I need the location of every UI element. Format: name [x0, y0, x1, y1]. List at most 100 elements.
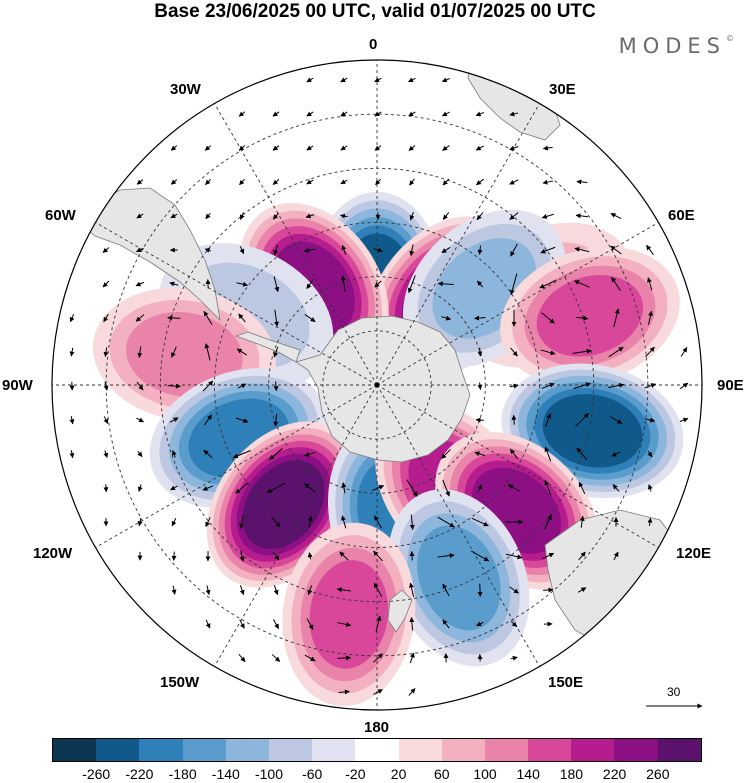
wind-vector: [202, 380, 214, 392]
wind-vector: [304, 451, 316, 457]
colorbar-tick-label: -180: [168, 766, 197, 782]
wind-vector: [510, 347, 518, 357]
wind-vector: [103, 450, 109, 459]
wind-vector: [136, 381, 144, 391]
wind-vector: [340, 77, 348, 83]
map-title: Base 23/06/2025 00 UTC, valid 01/07/2025…: [154, 1, 596, 22]
wind-vector: [337, 655, 352, 661]
wind-vector: [237, 383, 247, 389]
wind-vector: [539, 279, 557, 289]
wind-vector: [406, 479, 418, 497]
wind-vector: [372, 485, 385, 491]
wind-vector: [307, 515, 313, 528]
wind-vector: [271, 516, 281, 528]
wind-vector: [544, 514, 552, 530]
colorbar-tick-label: 60: [434, 766, 450, 782]
longitude-label-30e: 30E: [549, 81, 576, 98]
wind-vector: [336, 587, 351, 593]
wind-vector: [541, 213, 554, 219]
wind-vector: [375, 615, 382, 632]
wind-vector: [266, 482, 285, 494]
wind-vector: [442, 479, 450, 497]
colorbar-tick-label: 260: [646, 766, 670, 782]
wind-vector: [510, 655, 518, 661]
wind-vector: [239, 515, 245, 529]
new-zealand-land: [387, 589, 413, 633]
wind-vector: [477, 347, 483, 357]
wind-vector: [135, 281, 145, 287]
wind-vector: [340, 179, 348, 185]
meridian-line: [214, 384, 378, 667]
wind-vector: [273, 585, 279, 596]
wind-vector: [202, 485, 214, 491]
wind-vector: [441, 315, 452, 321]
wind-vector: [373, 247, 383, 253]
wind-vector: [374, 280, 382, 288]
wind-vector: [169, 281, 179, 287]
meridian-line: [376, 384, 540, 667]
colorbar-swatch: [139, 739, 183, 761]
meridian-line: [376, 384, 659, 548]
wind-vector: [102, 247, 110, 253]
wind-vector: [136, 417, 145, 423]
wind-vector: [238, 111, 246, 117]
anomaly-high-6: [500, 246, 680, 385]
wind-vector: [204, 145, 212, 151]
wind-vector: [374, 145, 382, 151]
wind-vector: [409, 551, 415, 561]
colorbar-swatch: [312, 739, 356, 761]
wind-vector: [475, 417, 484, 423]
longitude-label-90e: 90E: [717, 377, 744, 394]
wind-vector: [541, 312, 555, 324]
wind-vector: [510, 243, 518, 257]
wind-vector: [611, 451, 621, 457]
wind-vector: [477, 245, 483, 255]
wind-vector: [540, 349, 556, 356]
wind-vector: [239, 178, 245, 186]
wind-vector: [204, 343, 211, 361]
wind-vector: [474, 451, 486, 457]
wind-vector: [575, 213, 589, 219]
wind-vector: [509, 383, 519, 389]
reference-vector-label: 30: [667, 685, 681, 699]
colorbar-tick-label: -20: [345, 766, 366, 782]
wind-vector: [235, 417, 249, 423]
longitude-label-120w: 120W: [33, 545, 73, 562]
wind-vector: [306, 179, 314, 185]
antarctic-peninsula: [234, 331, 301, 363]
meridian-line: [376, 103, 540, 386]
wind-vector: [171, 551, 177, 561]
wind-vector: [373, 550, 383, 562]
wind-vector: [374, 515, 382, 529]
wind-vector: [306, 618, 314, 630]
wind-vector: [339, 213, 348, 219]
wind-vector: [305, 213, 315, 219]
wind-vector: [273, 244, 279, 256]
wind-vector: [137, 451, 143, 458]
colorbar-swatch: [657, 739, 701, 761]
wind-vector: [610, 245, 622, 255]
wind-vector: [170, 485, 178, 491]
wind-vector: [475, 111, 485, 117]
wind-vector: [645, 346, 655, 358]
colorbar-tick-label: -140: [211, 766, 240, 782]
wind-vector: [171, 346, 177, 358]
wind-vector: [578, 481, 586, 495]
wind-vector: [647, 277, 653, 291]
anomaly-high-15: [282, 522, 416, 707]
wind-vector: [274, 309, 280, 327]
longitude-label-150w: 150W: [160, 674, 200, 691]
wind-vector: [203, 310, 213, 325]
wind-vector: [239, 550, 245, 562]
wind-vector: [477, 484, 483, 492]
wind-vector: [236, 281, 248, 287]
wind-vector: [238, 313, 246, 323]
wind-vector: [442, 583, 450, 597]
wind-vector: [137, 484, 143, 492]
wind-vector: [272, 111, 280, 117]
colorbar-tick-label: 100: [473, 766, 497, 782]
wind-vector: [373, 689, 383, 695]
wind-vector: [437, 516, 455, 528]
colorbar-swatch: [268, 739, 313, 761]
wind-vector: [679, 382, 689, 390]
